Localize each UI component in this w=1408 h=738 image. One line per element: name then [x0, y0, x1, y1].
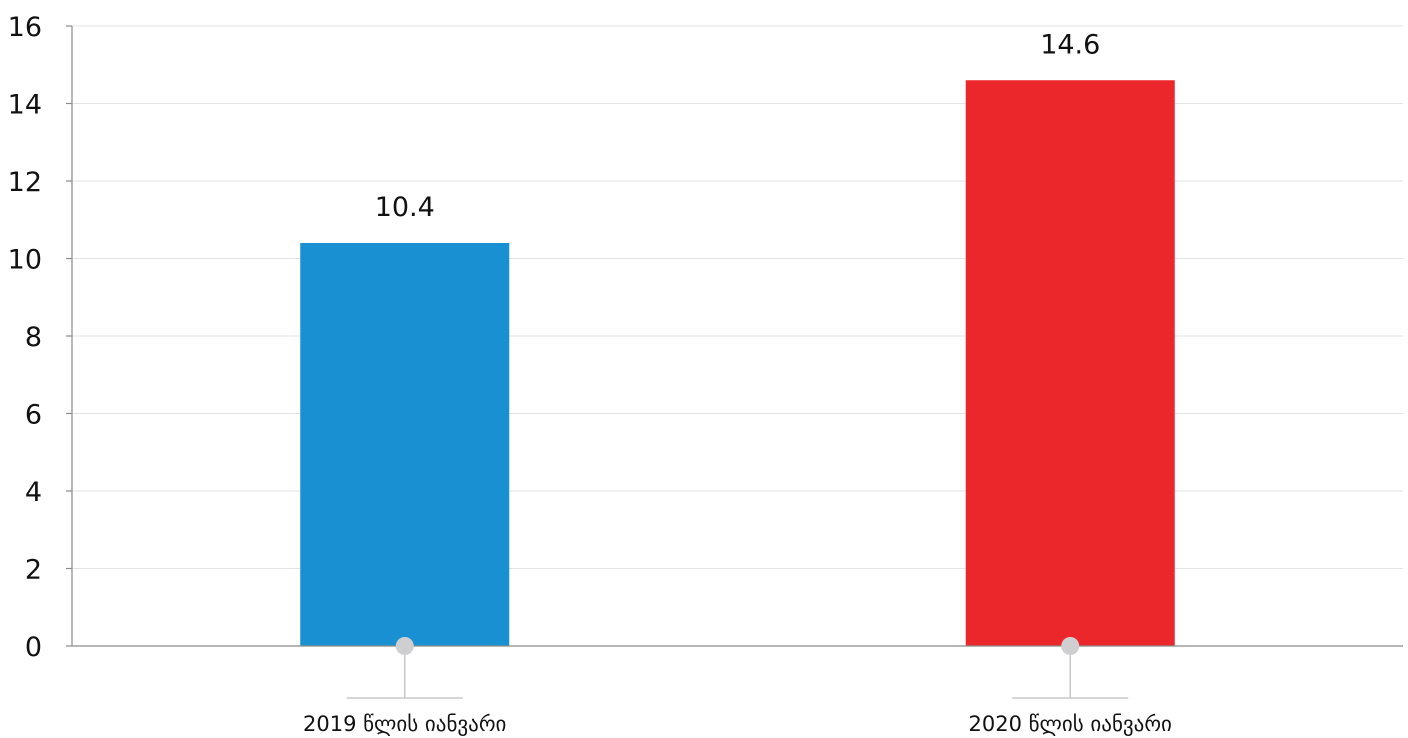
y-tick-label: 12	[8, 167, 42, 198]
category-marker-dot	[395, 637, 414, 655]
y-tick-label: 0	[25, 632, 42, 663]
y-tick-label: 16	[8, 12, 42, 43]
gridlines	[72, 25, 1403, 569]
data-label: 14.6	[1040, 29, 1100, 60]
x-category-label: 2020 წლის იანვარი	[969, 712, 1172, 736]
data-label: 10.4	[375, 192, 435, 223]
bar	[300, 243, 510, 646]
y-tick-label: 2	[25, 555, 42, 586]
y-tick-label: 10	[8, 245, 42, 276]
data-labels: 10.4 14.6	[375, 29, 1101, 223]
bars	[300, 80, 1175, 646]
y-tick-label: 8	[25, 322, 42, 353]
y-tick-label: 14	[8, 90, 42, 121]
x-category-label: 2019 წლის იანვარი	[303, 712, 506, 736]
y-axis-ticks: 0 2 4 6 8 10 12 14 16	[8, 12, 72, 663]
y-tick-label: 6	[25, 400, 42, 431]
x-axis-categories: 2019 წლის იანვარი 2020 წლის იანვარი	[303, 637, 1172, 736]
y-tick-label: 4	[25, 477, 42, 508]
category-marker-dot	[1061, 637, 1080, 655]
bar	[965, 80, 1175, 646]
